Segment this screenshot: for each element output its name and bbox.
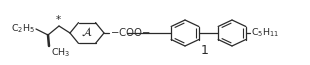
Text: *: * — [55, 14, 60, 25]
Text: CH$_3$: CH$_3$ — [51, 46, 70, 59]
Text: C$_5$H$_{11}$: C$_5$H$_{11}$ — [251, 26, 279, 39]
Text: $\mathcal{A}$: $\mathcal{A}$ — [81, 26, 93, 39]
Text: $-$COO$-$: $-$COO$-$ — [110, 27, 151, 38]
Text: C$_2$H$_5$: C$_2$H$_5$ — [11, 22, 35, 35]
Text: 1: 1 — [201, 44, 209, 57]
